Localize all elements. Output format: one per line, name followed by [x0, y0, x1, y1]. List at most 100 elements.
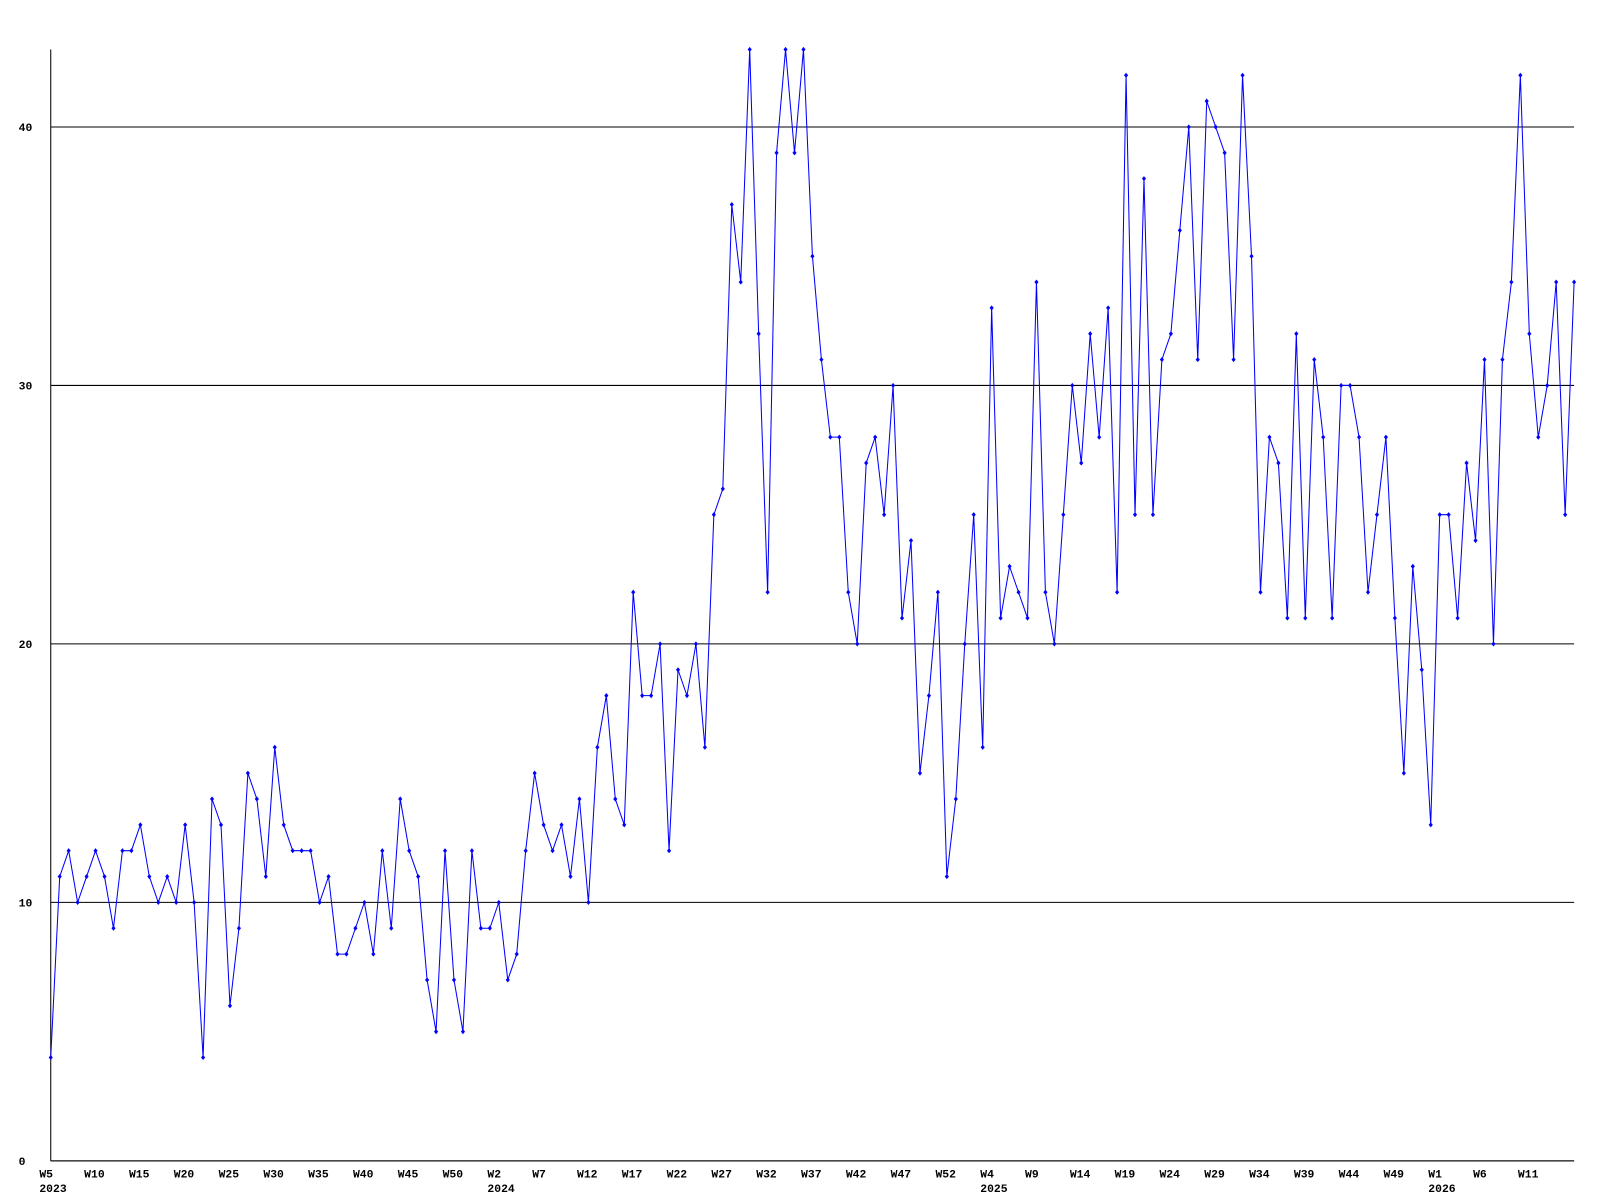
- point: [828, 434, 833, 440]
- point: [711, 512, 716, 518]
- point: [604, 693, 609, 699]
- point: [568, 873, 573, 880]
- point: [1249, 253, 1254, 259]
- point: [810, 253, 815, 259]
- point: [1365, 589, 1371, 595]
- x-tick-label: W27: [711, 1169, 732, 1181]
- y-tick-label: 10: [19, 899, 33, 911]
- point: [75, 899, 80, 905]
- x-tick-label: W32: [756, 1169, 777, 1181]
- point: [1383, 434, 1389, 440]
- point: [738, 279, 743, 285]
- x-tick-label: W14: [1070, 1169, 1091, 1181]
- point: [487, 925, 492, 931]
- point: [451, 977, 457, 983]
- x-tick-label: W47: [891, 1169, 912, 1181]
- point: [380, 848, 385, 854]
- point: [398, 796, 403, 802]
- point: [720, 486, 725, 492]
- point: [1141, 176, 1147, 182]
- point: [765, 589, 770, 595]
- x-tick-label: W6: [1473, 1169, 1487, 1181]
- x-tick-label: W42: [846, 1169, 867, 1181]
- point: [693, 641, 699, 647]
- point: [1500, 357, 1505, 363]
- point: [165, 873, 170, 880]
- x-tick-label: W7: [532, 1169, 546, 1181]
- point: [407, 848, 412, 854]
- point: [120, 848, 125, 854]
- point: [586, 899, 591, 905]
- point: [1410, 563, 1415, 569]
- point: [1106, 305, 1111, 311]
- point: [1428, 822, 1433, 828]
- point: [962, 641, 967, 647]
- point: [1079, 460, 1084, 466]
- point: [281, 822, 286, 828]
- point: [1303, 615, 1308, 621]
- point: [864, 460, 869, 466]
- point: [640, 693, 645, 699]
- point: [622, 822, 627, 828]
- point: [371, 951, 376, 957]
- point: [183, 822, 188, 828]
- point: [658, 641, 663, 647]
- x-year-label: 2025: [980, 1184, 1008, 1196]
- point: [1437, 512, 1442, 518]
- point: [299, 848, 304, 854]
- point: [1034, 279, 1039, 285]
- point: [1213, 124, 1218, 130]
- point: [1285, 615, 1290, 621]
- point: [1312, 357, 1317, 363]
- point: [989, 305, 994, 311]
- point: [66, 848, 71, 854]
- x-tick-label: W40: [353, 1169, 374, 1181]
- point: [899, 615, 905, 621]
- point: [882, 512, 887, 518]
- x-tick-label: W45: [398, 1169, 419, 1181]
- point: [891, 382, 896, 389]
- y-tick-label: 40: [19, 123, 33, 135]
- point: [1572, 279, 1577, 285]
- x-tick-label: W4: [980, 1169, 994, 1181]
- point: [1419, 667, 1424, 673]
- point: [559, 822, 564, 828]
- x-tick-label: W11: [1518, 1169, 1539, 1181]
- point: [1007, 563, 1012, 569]
- point: [1482, 357, 1487, 363]
- x-tick-label: W24: [1159, 1169, 1180, 1181]
- point: [1294, 331, 1299, 337]
- point: [971, 512, 976, 518]
- point: [846, 589, 851, 595]
- x-tick-label: W50: [443, 1169, 464, 1181]
- point: [1204, 98, 1209, 104]
- x-year-label: 2024: [487, 1184, 515, 1196]
- y-tick-label: 0: [19, 1157, 26, 1169]
- x-year-label: 2026: [1428, 1184, 1456, 1196]
- point: [1374, 512, 1380, 518]
- point: [1258, 589, 1263, 595]
- point: [514, 951, 519, 957]
- point: [783, 46, 788, 53]
- point: [1231, 357, 1236, 363]
- point: [308, 848, 313, 854]
- x-tick-label: W19: [1115, 1169, 1136, 1181]
- x-tick-label: W5: [39, 1169, 53, 1181]
- point: [442, 848, 448, 854]
- point: [84, 873, 89, 880]
- x-year-label: 2023: [39, 1184, 67, 1196]
- point: [263, 873, 268, 880]
- point: [908, 537, 914, 544]
- point: [944, 873, 949, 880]
- x-tick-label: W10: [84, 1169, 105, 1181]
- point: [774, 150, 779, 156]
- point: [1186, 124, 1191, 130]
- point: [174, 899, 179, 905]
- x-tick-label: W39: [1294, 1169, 1315, 1181]
- point: [577, 796, 582, 802]
- point: [147, 873, 152, 880]
- x-tick-label: W2: [487, 1169, 501, 1181]
- point: [631, 589, 636, 595]
- point: [1115, 589, 1120, 595]
- point: [1536, 434, 1541, 440]
